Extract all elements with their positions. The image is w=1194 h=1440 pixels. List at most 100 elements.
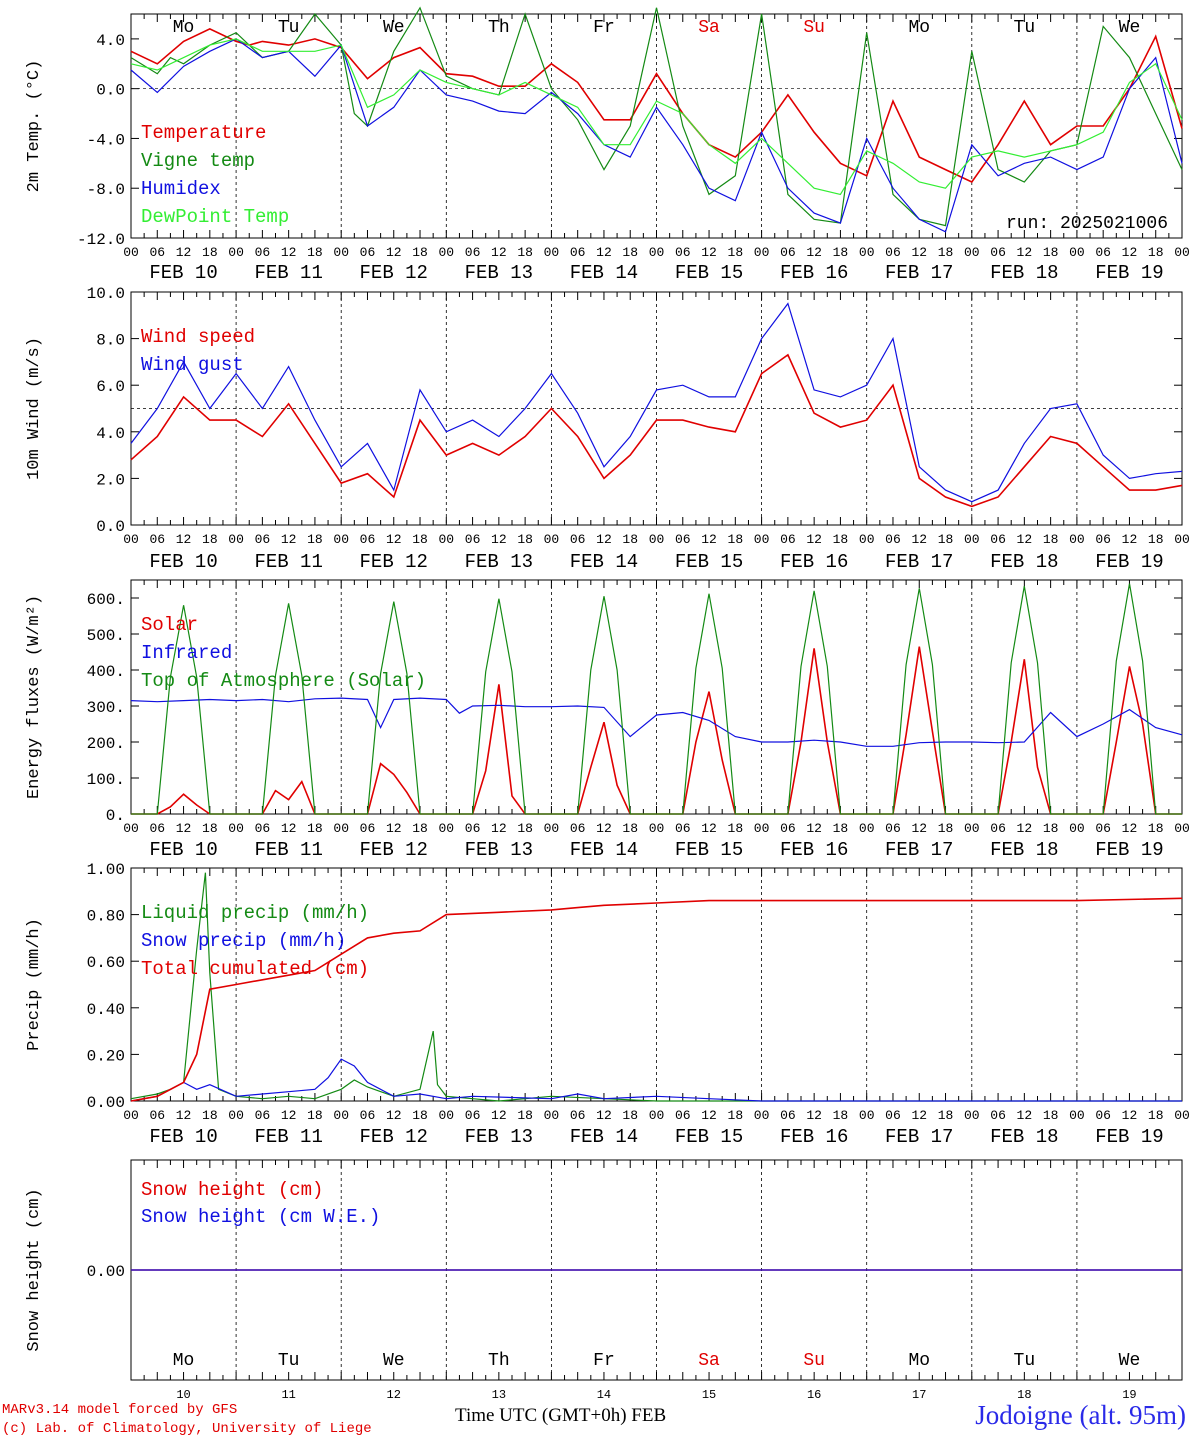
legend-item: Wind gust [141, 354, 244, 376]
legend-item: Vigne temp [141, 150, 255, 172]
x-hour-label: 06 [780, 821, 796, 836]
legend-item: DewPoint Temp [141, 206, 289, 228]
x-hour-label: 12 [1017, 1108, 1033, 1123]
x-hour-label: 12 [176, 532, 192, 547]
x-hour-label: 12 [701, 1108, 717, 1123]
weekday-label: We [1119, 18, 1141, 38]
x-hour-label: 06 [149, 821, 165, 836]
x-date-label: FEB 18 [990, 839, 1058, 861]
x-hour-label: 18 [1043, 532, 1059, 547]
series-line-wind-gust [130, 302, 1183, 503]
x-date-label: FEB 13 [465, 551, 533, 573]
y-tick-label: 0. [106, 807, 125, 825]
x-hour-label: 00 [544, 1108, 560, 1123]
x-hour-label: 12 [491, 532, 507, 547]
station-name: Jodoigne (alt. 95m) [975, 1400, 1186, 1430]
y-tick-label: 0.40 [87, 1001, 125, 1019]
y-axis-label: Energy fluxes (W/m²) [25, 595, 44, 799]
x-date-label: FEB 17 [885, 1126, 953, 1148]
x-hour-label: 00 [859, 821, 875, 836]
x-hour-label: 06 [465, 532, 481, 547]
y-tick-label: 6.0 [96, 378, 125, 396]
x-date-label: FEB 14 [570, 262, 638, 284]
x-hour-label: 00 [1069, 821, 1085, 836]
x-hour-label: 18 [307, 245, 323, 260]
x-hour-label: 06 [149, 245, 165, 260]
weekday-label: We [1119, 1351, 1141, 1371]
x-hour-label: 12 [386, 532, 402, 547]
weekday-label: Th [488, 1351, 510, 1371]
x-date-label: FEB 18 [990, 1126, 1058, 1148]
x-hour-label: 00 [649, 1108, 665, 1123]
x-hour-label: 06 [360, 821, 376, 836]
x-axis-caption: Time UTC (GMT+0h) FEB [455, 1405, 667, 1426]
y-tick-label: 0.00 [87, 1094, 125, 1112]
x-hour-label: 12 [1122, 532, 1138, 547]
x-hour-label: 12 [806, 1108, 822, 1123]
y-tick-label: 0.0 [96, 518, 125, 536]
y-axis-label: Precip (mm/h) [25, 918, 44, 1051]
x-hour-label: 00 [544, 245, 560, 260]
x-hour-label: 18 [517, 532, 533, 547]
x-date-label: FEB 15 [675, 839, 743, 861]
x-hour-label: 18 [307, 1108, 323, 1123]
series-line-wind-speed [130, 353, 1183, 508]
x-hour-label: 06 [780, 1108, 796, 1123]
x-hour-label: 00 [964, 245, 980, 260]
day-number-label: 11 [281, 1388, 295, 1402]
x-hour-label: 00 [1069, 532, 1085, 547]
legend-item: Wind speed [141, 326, 255, 348]
x-hour-label: 18 [1043, 1108, 1059, 1123]
x-hour-label: 00 [333, 245, 349, 260]
x-hour-label: 12 [491, 245, 507, 260]
y-tick-label: 2.0 [96, 471, 125, 489]
day-number-label: 15 [702, 1388, 716, 1402]
x-hour-label: 12 [386, 1108, 402, 1123]
x-hour-label: 06 [255, 821, 271, 836]
x-hour-label: 06 [465, 821, 481, 836]
x-hour-label: 06 [885, 821, 901, 836]
x-hour-label: 06 [255, 532, 271, 547]
x-date-label: FEB 15 [675, 1126, 743, 1148]
x-hour-label: 06 [570, 821, 586, 836]
x-hour-label: 12 [1122, 821, 1138, 836]
x-hour-label: 06 [570, 1108, 586, 1123]
legend-item: Snow height (cm W.E.) [141, 1206, 380, 1228]
x-date-label: FEB 14 [570, 551, 638, 573]
x-hour-label: 06 [1095, 821, 1111, 836]
legend-item: Solar [141, 614, 198, 636]
weekday-label: Mo [908, 1351, 930, 1371]
x-hour-label: 06 [885, 245, 901, 260]
x-hour-label: 18 [202, 1108, 218, 1123]
weekday-label: Tu [1014, 18, 1036, 38]
x-hour-label: 12 [911, 821, 927, 836]
x-hour-label: 12 [701, 821, 717, 836]
x-hour-label: 00 [1174, 532, 1190, 547]
x-hour-label: 12 [911, 245, 927, 260]
weekday-label: Sa [698, 18, 720, 38]
x-hour-label: 18 [1148, 245, 1164, 260]
x-hour-label: 18 [202, 821, 218, 836]
y-axis-label: 2m Temp. (°C) [25, 60, 44, 193]
x-hour-label: 00 [754, 1108, 770, 1123]
x-hour-label: 12 [911, 532, 927, 547]
x-hour-label: 06 [465, 245, 481, 260]
x-hour-label: 12 [596, 245, 612, 260]
series-line-snow-precip-mm-h [130, 1058, 1182, 1102]
series-line-temperature [130, 28, 1183, 184]
legend-item: Humidex [141, 178, 221, 200]
x-date-label: FEB 13 [465, 262, 533, 284]
x-hour-label: 06 [570, 532, 586, 547]
weekday-label: Fr [593, 1351, 615, 1371]
day-number-label: 14 [597, 1388, 611, 1402]
x-hour-label: 00 [123, 532, 139, 547]
x-hour-label: 18 [622, 532, 638, 547]
x-hour-label: 00 [123, 1108, 139, 1123]
x-hour-label: 06 [465, 1108, 481, 1123]
y-tick-label: 0.0 [96, 82, 125, 100]
day-number-label: 17 [912, 1388, 926, 1402]
y-tick-label: 0.00 [87, 1263, 125, 1281]
x-hour-label: 18 [412, 532, 428, 547]
x-hour-label: 18 [412, 245, 428, 260]
x-hour-label: 00 [123, 821, 139, 836]
